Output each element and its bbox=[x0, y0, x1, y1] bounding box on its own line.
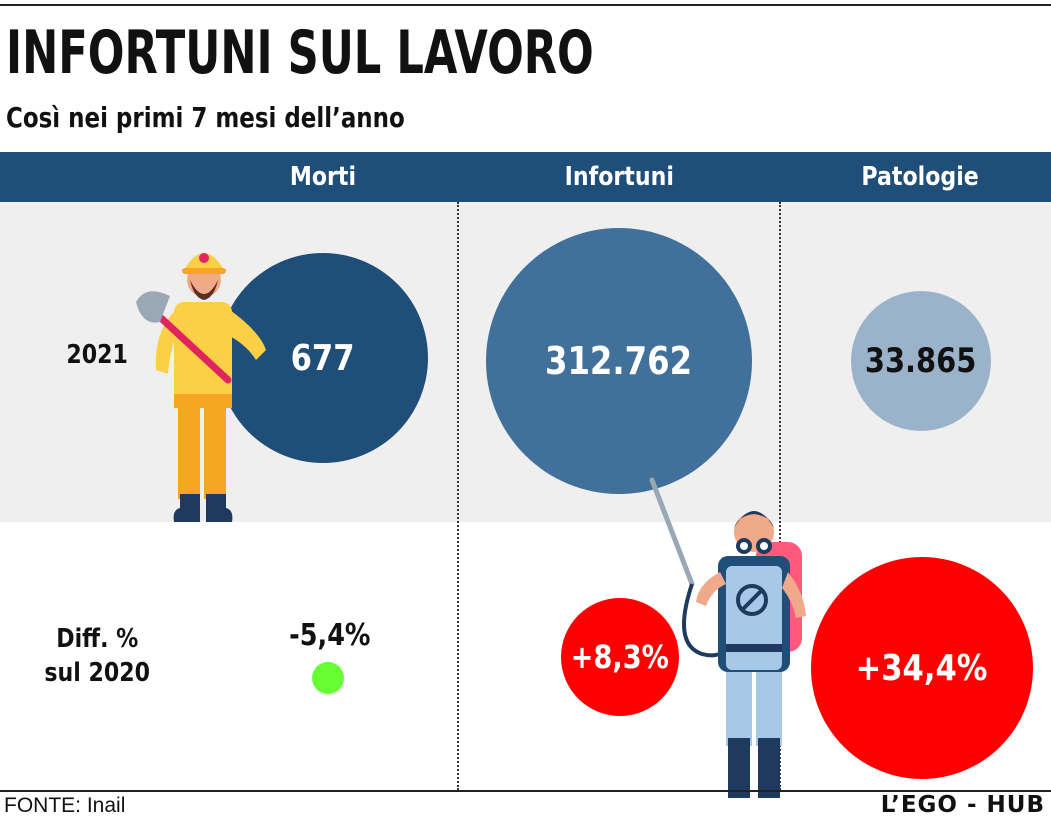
circle-infortuni-diff: +8,3% bbox=[561, 598, 679, 716]
source-note: FONTE: Inail bbox=[4, 794, 126, 817]
column-divider-1 bbox=[457, 202, 459, 790]
bottom-rule bbox=[0, 790, 1051, 792]
top-rule bbox=[0, 4, 1051, 6]
column-header-morti: Morti bbox=[289, 162, 357, 192]
credit-logo: L’EGO - HUB bbox=[880, 792, 1045, 818]
row-label-2021: 2021 bbox=[66, 340, 128, 370]
firefighter-illustration bbox=[136, 253, 266, 522]
column-header-infortuni: Infortuni bbox=[564, 162, 674, 192]
value-morti-diff: -5,4% bbox=[289, 618, 371, 653]
column-header-bar: Morti Infortuni Patologie bbox=[0, 152, 1051, 202]
row-label-diff: Diff. % sul 2020 bbox=[44, 624, 150, 688]
circle-infortuni-2021: 312.762 bbox=[486, 228, 752, 494]
decrease-dot bbox=[312, 662, 344, 694]
circle-patologie-diff: +34,4% bbox=[811, 557, 1033, 779]
pest-control-worker-illustration bbox=[649, 477, 806, 798]
column-header-patologie: Patologie bbox=[861, 162, 979, 192]
column-divider-2 bbox=[779, 202, 781, 790]
circle-patologie-2021: 33.865 bbox=[851, 291, 991, 431]
circle-morti-2021: 677 bbox=[218, 253, 428, 463]
page-subtitle: Così nei primi 7 mesi dell’anno bbox=[6, 101, 405, 134]
page-title: INFORTUNI SUL LAVORO bbox=[6, 18, 594, 88]
